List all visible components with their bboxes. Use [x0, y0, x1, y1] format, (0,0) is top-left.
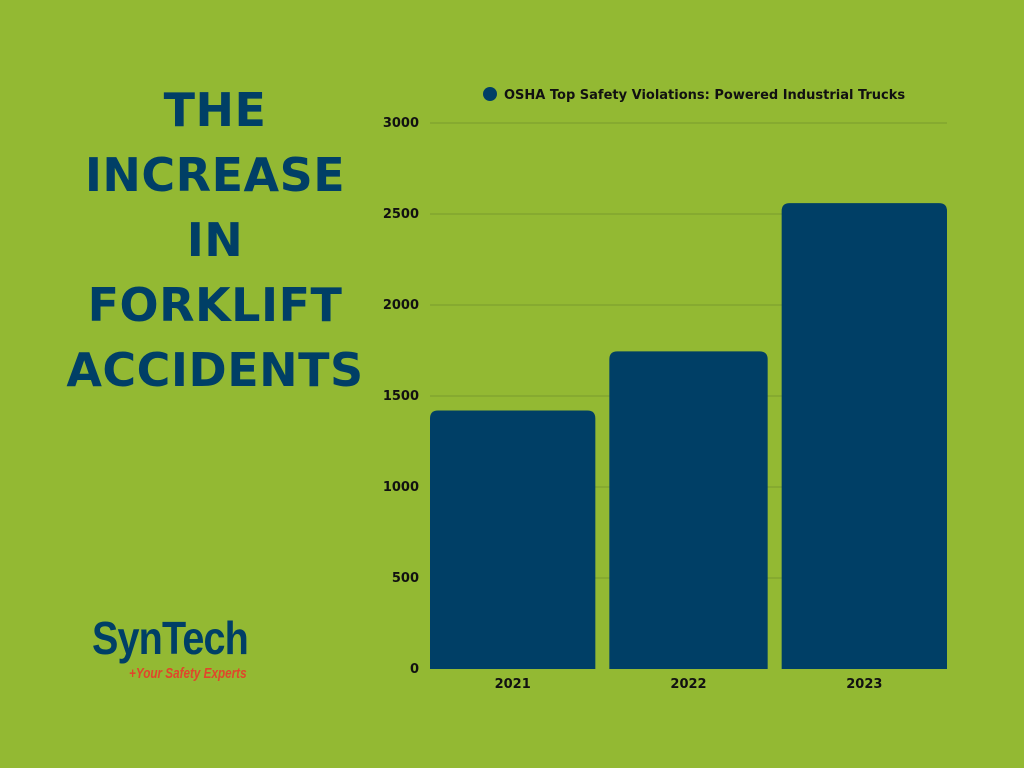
bar-2022: [609, 351, 768, 669]
x-tick-label: 2022: [670, 677, 706, 692]
headline-line: ACCIDENTS: [66, 343, 364, 397]
bars: [430, 203, 947, 669]
bar-2023: [781, 203, 947, 669]
headline: THE INCREASE IN FORKLIFT ACCIDENTS: [60, 78, 370, 403]
logo-name: SynTech: [92, 612, 249, 664]
x-tick-label: 2021: [495, 677, 531, 692]
x-tick-label: 2023: [846, 677, 882, 692]
y-tick-label: 0: [410, 662, 419, 677]
bar-2021: [430, 410, 596, 669]
y-tick-label: 2000: [383, 298, 419, 313]
chart-legend: OSHA Top Safety Violations: Powered Indu…: [483, 87, 905, 103]
y-tick-label: 3000: [383, 116, 419, 131]
legend-swatch-icon: [483, 87, 497, 101]
y-tick-label: 1500: [383, 389, 419, 404]
x-axis: 2021 2022 2023: [495, 677, 883, 692]
y-tick-label: 500: [392, 571, 419, 586]
y-tick-label: 1000: [383, 480, 419, 495]
headline-line: IN: [186, 213, 244, 267]
logo-tagline: +Your Safety Experts: [129, 665, 247, 682]
headline-line: FORKLIFT: [87, 278, 343, 332]
syntech-logo: SynTech +Your Safety Experts: [92, 612, 272, 682]
headline-line: THE: [163, 83, 267, 137]
headline-line: INCREASE: [84, 148, 346, 202]
y-axis: 0 500 1000 1500 2000 2500 3000: [383, 116, 419, 677]
legend-label: OSHA Top Safety Violations: Powered Indu…: [504, 88, 905, 103]
y-tick-label: 2500: [383, 207, 419, 222]
